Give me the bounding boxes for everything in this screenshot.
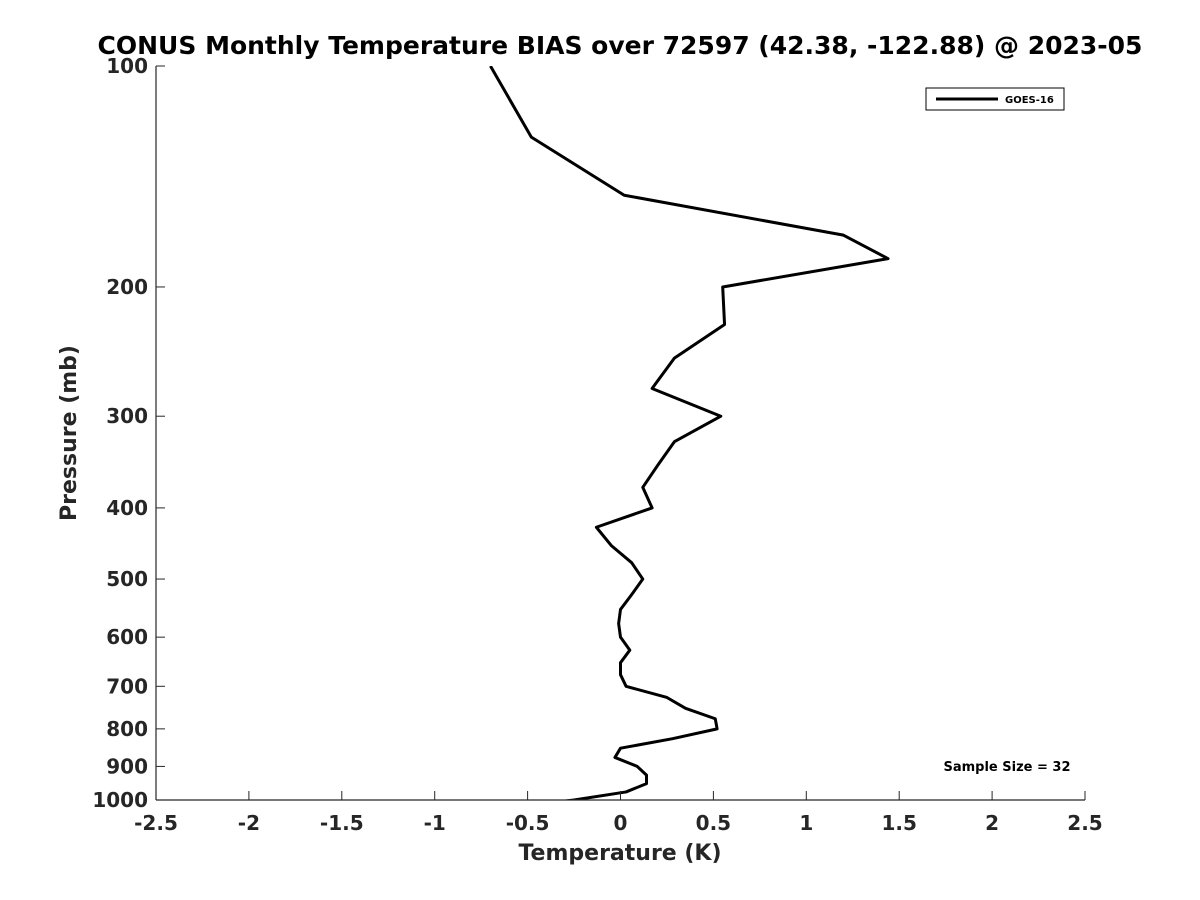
axes	[155, 66, 1085, 801]
x-tick-label: 0.5	[696, 811, 731, 835]
y-tick-label: 600	[106, 625, 148, 649]
sample-size-annotation: Sample Size = 32	[943, 760, 1070, 775]
chart-title: CONUS Monthly Temperature BIAS over 7259…	[98, 31, 1143, 60]
series-line-goes-16	[489, 66, 890, 800]
x-axis-ticks: -2.5 -2 -1.5 -1 -0.5 0 0.5 1 1.5 2 2.5	[134, 791, 1103, 835]
x-tick-label: -1	[424, 811, 446, 835]
y-tick-label: 500	[106, 567, 148, 591]
x-tick-label: -1.5	[320, 811, 364, 835]
y-tick-label: 800	[106, 717, 148, 741]
plot-area	[489, 66, 890, 800]
legend-label-goes-16: GOES-16	[1005, 95, 1054, 106]
x-tick-label: 1.5	[881, 811, 916, 835]
x-tick-label: -2	[238, 811, 260, 835]
y-axis-label: Pressure (mb)	[57, 345, 82, 521]
y-tick-label: 300	[106, 404, 148, 428]
x-tick-label: 1	[799, 811, 813, 835]
x-tick-label: 0	[614, 811, 628, 835]
y-tick-label: 400	[106, 496, 148, 520]
x-tick-label: 2.5	[1067, 811, 1102, 835]
y-tick-label: 700	[106, 674, 148, 698]
y-tick-label: 1000	[92, 788, 148, 812]
y-axis-ticks: 100 200 300 400 500 600 700 800 900 1000	[92, 54, 165, 812]
y-tick-label: 200	[106, 275, 148, 299]
y-tick-label: 900	[106, 754, 148, 778]
series-layer	[489, 66, 890, 800]
legend: GOES-16	[925, 87, 1065, 111]
x-tick-label: -2.5	[134, 811, 178, 835]
y-tick-label: 100	[106, 54, 148, 78]
x-axis-label: Temperature (K)	[518, 841, 721, 866]
x-tick-label: 2	[985, 811, 999, 835]
x-tick-label: -0.5	[506, 811, 550, 835]
